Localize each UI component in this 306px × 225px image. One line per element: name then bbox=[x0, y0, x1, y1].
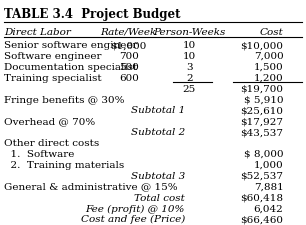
Text: Other direct costs: Other direct costs bbox=[4, 139, 100, 148]
Text: $ 8,000: $ 8,000 bbox=[244, 150, 283, 159]
Text: Documentation specialist: Documentation specialist bbox=[4, 63, 138, 72]
Text: 10: 10 bbox=[183, 41, 196, 50]
Text: $52,537: $52,537 bbox=[241, 172, 283, 181]
Text: Overhead @ 70%: Overhead @ 70% bbox=[4, 117, 96, 126]
Text: Subtotal 3: Subtotal 3 bbox=[131, 172, 185, 181]
Text: Training specialist: Training specialist bbox=[4, 74, 102, 83]
Text: Subtotal 2: Subtotal 2 bbox=[131, 128, 185, 137]
Text: 2.  Training materials: 2. Training materials bbox=[4, 161, 125, 170]
Text: $43,537: $43,537 bbox=[241, 128, 283, 137]
Text: Cost and fee (Price): Cost and fee (Price) bbox=[80, 215, 185, 224]
Text: 6,042: 6,042 bbox=[254, 204, 283, 213]
Text: 1,500: 1,500 bbox=[254, 63, 283, 72]
Text: 500: 500 bbox=[119, 63, 139, 72]
Text: $10,000: $10,000 bbox=[241, 41, 283, 50]
Text: 7,881: 7,881 bbox=[254, 183, 283, 192]
Text: Rate/Week: Rate/Week bbox=[101, 27, 157, 36]
Text: 700: 700 bbox=[119, 52, 139, 61]
Text: General & administrative @ 15%: General & administrative @ 15% bbox=[4, 183, 178, 192]
Text: Subtotal 1: Subtotal 1 bbox=[131, 106, 185, 115]
Text: $19,700: $19,700 bbox=[241, 85, 283, 94]
Text: Software engineer: Software engineer bbox=[4, 52, 102, 61]
Text: Senior software engineer: Senior software engineer bbox=[4, 41, 138, 50]
Text: 600: 600 bbox=[119, 74, 139, 83]
Text: TABLE 3.4  Project Budget: TABLE 3.4 Project Budget bbox=[4, 8, 181, 21]
Text: 1,000: 1,000 bbox=[254, 161, 283, 170]
Text: $25,610: $25,610 bbox=[241, 106, 283, 115]
Text: 7,000: 7,000 bbox=[254, 52, 283, 61]
Text: Fringe benefits @ 30%: Fringe benefits @ 30% bbox=[4, 96, 125, 105]
Text: 3: 3 bbox=[186, 63, 193, 72]
Text: $ 5,910: $ 5,910 bbox=[244, 96, 283, 105]
Text: $17,927: $17,927 bbox=[241, 117, 283, 126]
Text: Total cost: Total cost bbox=[134, 194, 185, 202]
Text: Person-Weeks: Person-Weeks bbox=[153, 27, 226, 36]
Text: 25: 25 bbox=[183, 85, 196, 94]
Text: $66,460: $66,460 bbox=[241, 215, 283, 224]
Text: Cost: Cost bbox=[259, 27, 283, 36]
Text: Fee (profit) @ 10%: Fee (profit) @ 10% bbox=[85, 204, 185, 214]
Text: 1.  Software: 1. Software bbox=[4, 150, 75, 159]
Text: $1,000: $1,000 bbox=[110, 41, 147, 50]
Text: Direct Labor: Direct Labor bbox=[4, 27, 71, 36]
Text: 1,200: 1,200 bbox=[254, 74, 283, 83]
Text: $60,418: $60,418 bbox=[241, 194, 283, 202]
Text: 10: 10 bbox=[183, 52, 196, 61]
Text: 2: 2 bbox=[186, 74, 193, 83]
